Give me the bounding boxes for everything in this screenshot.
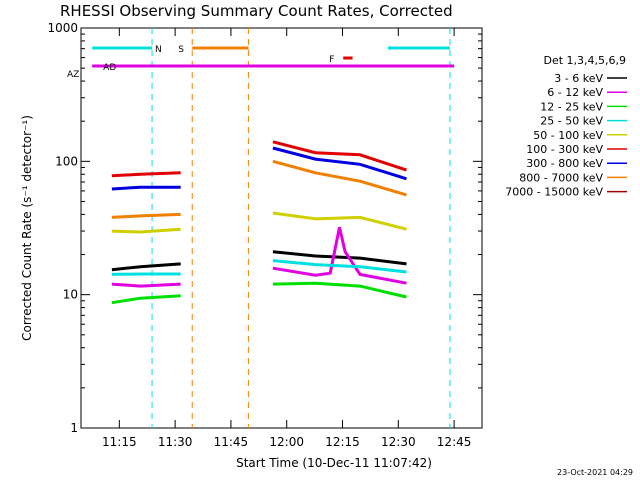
legend-entry-label: 25 - 50 keV (540, 115, 603, 128)
legend-entry-label: 12 - 25 keV (540, 100, 603, 113)
legend-entry-label: 3 - 6 keV (554, 72, 603, 85)
x-tick-label: 12:45 (437, 435, 472, 449)
az-label: AZ (67, 70, 79, 80)
legend-entry-label: 7000 - 15000 keV (505, 186, 603, 199)
legend-entry-label: 50 - 100 keV (533, 129, 603, 142)
series-line (111, 171, 181, 178)
series-line (111, 294, 181, 305)
y-tick-label: 1000 (47, 21, 78, 35)
series-line (272, 146, 407, 181)
flag-label-ad: AD (103, 63, 116, 73)
legend-entry-label: 300 - 800 keV (526, 157, 603, 170)
x-tick-label: 12:00 (269, 435, 304, 449)
flag-label-n: N (155, 45, 162, 55)
plot-frame (80, 27, 483, 429)
x-axis-label: Start Time (10-Dec-11 11:07:42) (236, 456, 432, 470)
series-line (111, 262, 181, 272)
footer-date: 23-Oct-2021 04:29 (557, 468, 633, 477)
series-lines (111, 140, 407, 305)
y-tick-label: 1 (70, 421, 78, 435)
chart-title: RHESSI Observing Summary Count Rates, Co… (60, 2, 453, 20)
x-tick-label: 11:30 (158, 435, 193, 449)
legend-entry-label: 800 - 7000 keV (519, 171, 603, 184)
flag-label-f: F (329, 55, 334, 65)
series-line (272, 226, 407, 285)
series-line (272, 140, 407, 172)
x-tick-label: 11:45 (214, 435, 249, 449)
series-line (111, 212, 181, 219)
series-line (272, 259, 407, 274)
flag-label-s: S (178, 45, 184, 55)
legend-entry-label: 100 - 300 keV (526, 143, 603, 156)
series-line (111, 282, 181, 288)
series-line (272, 281, 407, 299)
x-tick-label: 12:30 (381, 435, 416, 449)
x-tick-label: 12:15 (325, 435, 360, 449)
axis-ticks: 11:15 11:30 11:45 12:00 12:15 12:30 12:45 1000 1… (47, 21, 482, 449)
series-line (111, 227, 181, 234)
flag-bars: N S F AD AZ (67, 28, 455, 428)
legend-entry-label: 6 - 12 keV (547, 86, 603, 99)
series-line (111, 185, 181, 191)
legend-title: Det 1,3,4,5,6,9 (543, 54, 626, 67)
y-axis-label: Corrected Count Rate (s⁻¹ detector⁻¹) (20, 115, 34, 341)
y-tick-label: 10 (63, 288, 78, 302)
series-line (272, 211, 407, 231)
y-tick-label: 100 (55, 154, 78, 168)
x-tick-label: 11:15 (102, 435, 137, 449)
series-line (272, 159, 407, 197)
series-line (272, 250, 407, 266)
